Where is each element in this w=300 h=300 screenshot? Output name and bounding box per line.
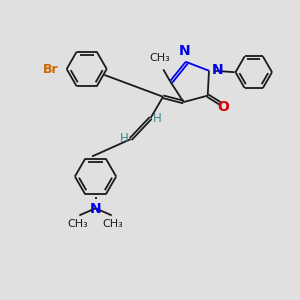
Text: H: H: [120, 132, 128, 145]
Text: H: H: [153, 112, 161, 125]
Text: N: N: [212, 63, 224, 77]
Text: O: O: [218, 100, 230, 114]
Text: Br: Br: [43, 62, 58, 76]
Text: CH₃: CH₃: [149, 53, 170, 63]
Text: N: N: [90, 202, 101, 216]
Text: N: N: [179, 44, 190, 58]
Text: CH₃: CH₃: [68, 219, 88, 229]
Text: CH₃: CH₃: [103, 219, 124, 229]
